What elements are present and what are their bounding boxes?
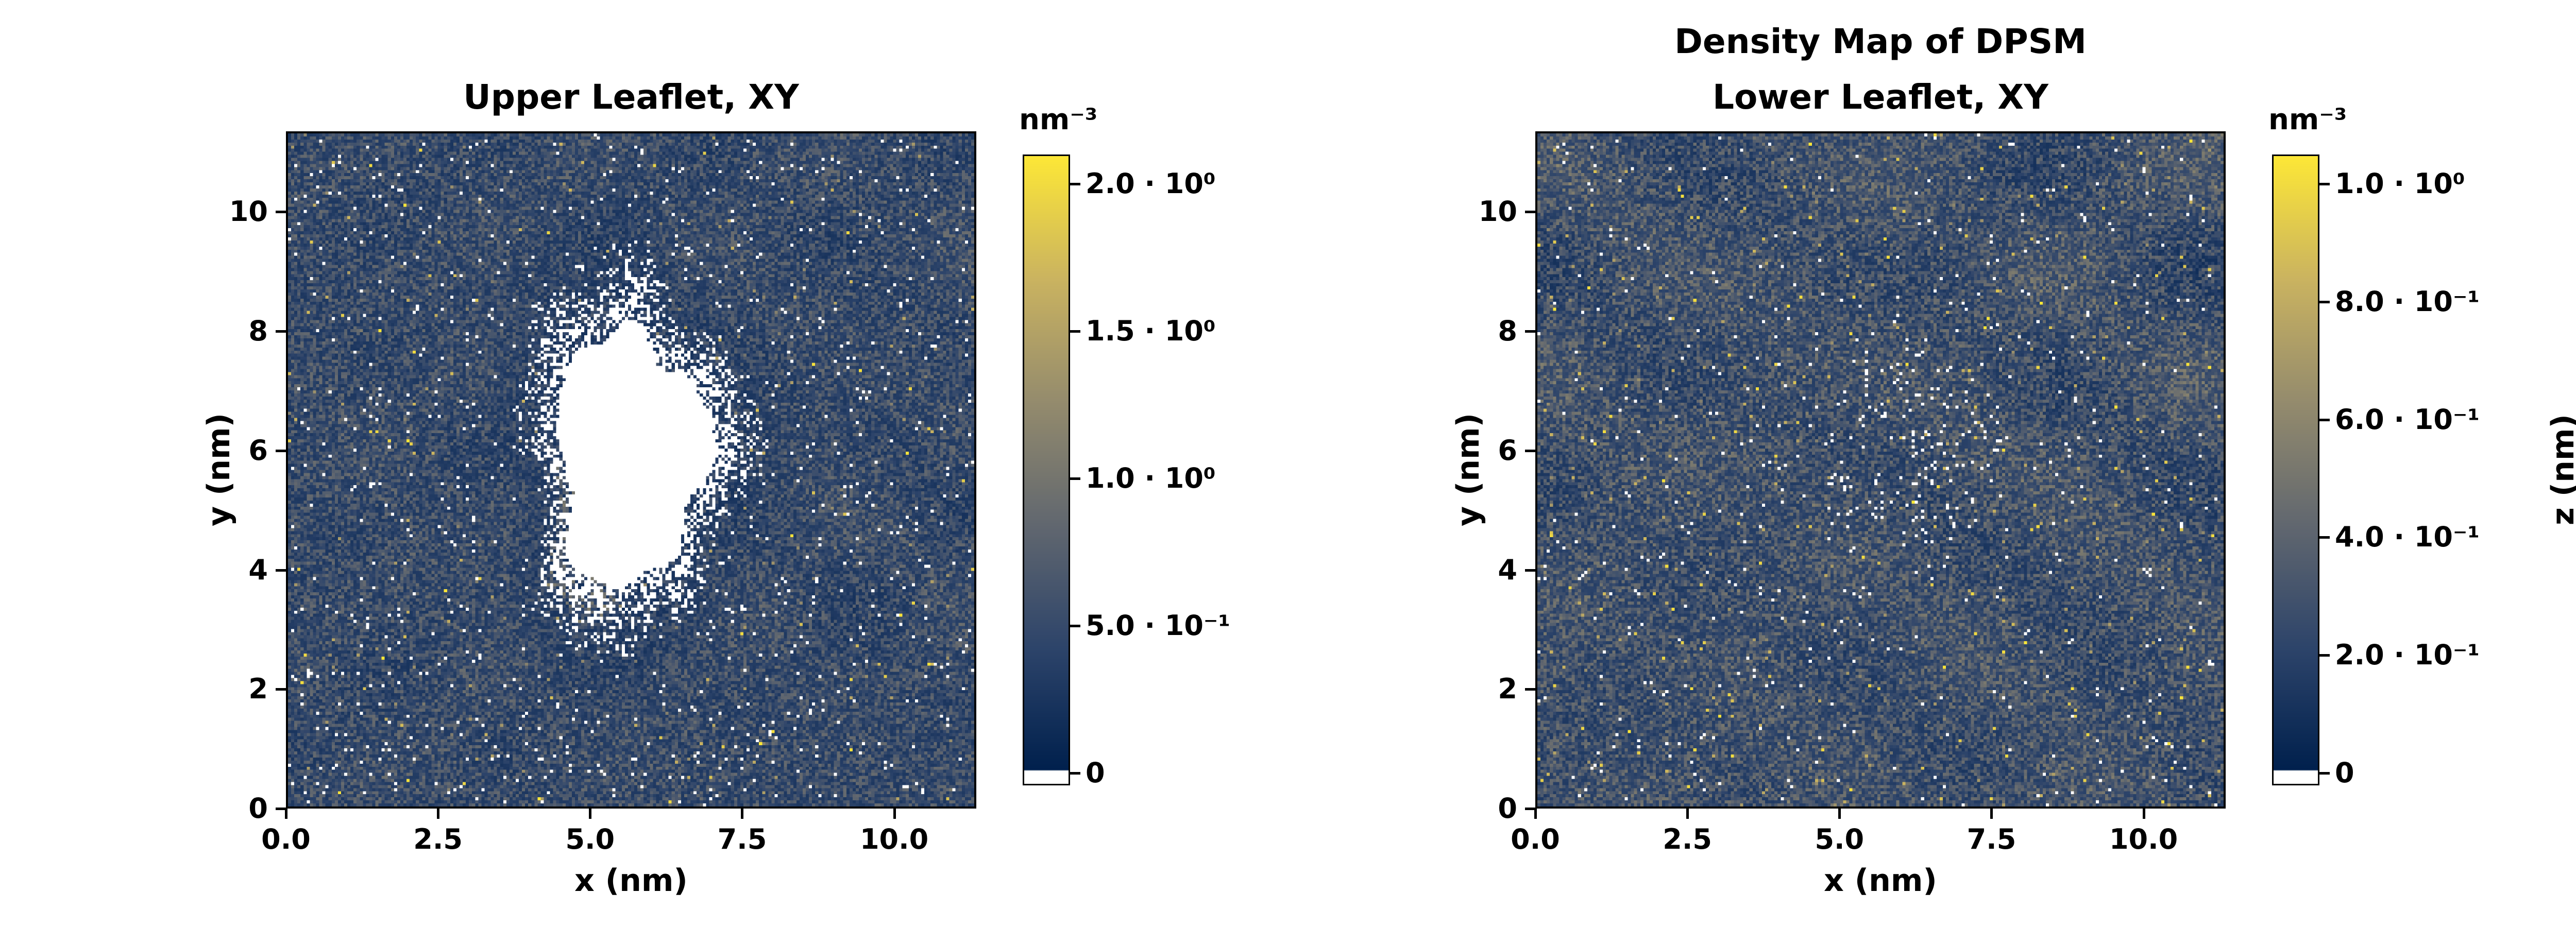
y-tick-label: −4 [2543, 724, 2576, 759]
x-axis-label-upper-leaflet: x (nm) [574, 863, 688, 899]
heatmap-canvas-lower-leaflet [1537, 133, 2224, 806]
colorbar-gradient-upper-leaflet [1024, 156, 1069, 784]
y-tick-label: −2 [2543, 588, 2576, 623]
panel-title-upper-leaflet: Upper Leaflet, XY [463, 77, 799, 117]
heatmap-plot-upper-leaflet [286, 131, 976, 809]
x-tick-mark [285, 809, 287, 819]
y-tick-label: 0 [248, 792, 268, 825]
y-tick-label: 6 [248, 434, 268, 467]
y-tick-mark [1525, 688, 1535, 691]
y-tick-mark [276, 449, 286, 452]
colorbar-unit-upper-leaflet: nm⁻³ [1019, 103, 1098, 136]
colorbar-tick-mark [2319, 183, 2330, 186]
colorbar-tick-label: 0 [2335, 756, 2354, 789]
y-tick-label: 2 [248, 673, 268, 706]
colorbar-tick-mark [2319, 771, 2330, 775]
x-tick-label: 7.5 [1967, 823, 2016, 855]
colorbar-tick-label: 2.0 · 10⁰ [1086, 167, 1216, 200]
colorbar-tick-label: 1.0 · 10⁰ [2335, 167, 2465, 200]
x-tick-mark [893, 809, 896, 819]
colorbar-tick-label: 5.0 · 10⁻¹ [1086, 609, 1231, 642]
y-tick-label: 6 [1498, 434, 1517, 467]
y-tick-mark [1525, 808, 1535, 810]
x-tick-label: 5.0 [565, 823, 615, 855]
colorbar-unit-lower-leaflet: nm⁻³ [2268, 103, 2347, 136]
heatmap-plot-lower-leaflet [1535, 131, 2226, 809]
x-tick-mark [1990, 809, 1993, 819]
colorbar-tick-mark [1070, 183, 1080, 186]
y-tick-label: 4 [248, 553, 268, 586]
colorbar-upper-leaflet [1023, 154, 1070, 785]
y-tick-label: 8 [248, 315, 268, 348]
heatmap-canvas-upper-leaflet [288, 133, 974, 806]
x-tick-label: 7.5 [717, 823, 767, 855]
panel-title-lower-leaflet: Lower Leaflet, XY [1713, 77, 2048, 117]
figure-suptitle: Density Map of DPSM [1674, 22, 2087, 61]
x-tick-label: 10.0 [859, 823, 929, 855]
y-tick-label: 2 [1498, 673, 1517, 706]
colorbar-tick-mark [2319, 418, 2330, 421]
y-tick-label: 2 [2543, 317, 2576, 352]
y-tick-label: 0 [2543, 453, 2576, 488]
colorbar-tick-label: 2.0 · 10⁻¹ [2335, 638, 2480, 671]
colorbar-lower-leaflet [2272, 154, 2319, 785]
colorbar-tick-mark [1070, 477, 1080, 480]
x-tick-mark [1838, 809, 1841, 819]
y-tick-label: 10 [229, 195, 268, 228]
y-tick-mark [276, 569, 286, 572]
y-tick-label: 10 [1478, 195, 1517, 228]
y-tick-label: 4 [2543, 182, 2576, 217]
x-tick-label: 0.0 [1511, 823, 1560, 855]
y-tick-mark [1525, 569, 1535, 572]
y-tick-label: 0 [1498, 792, 1517, 825]
y-tick-mark [276, 688, 286, 691]
colorbar-gradient-lower-leaflet [2274, 156, 2318, 784]
x-tick-mark [1534, 809, 1537, 819]
colorbar-tick-label: 4.0 · 10⁻¹ [2335, 521, 2480, 554]
x-tick-mark [589, 809, 592, 819]
x-tick-mark [437, 809, 440, 819]
x-tick-label: 10.0 [2109, 823, 2178, 855]
y-tick-label: 8 [1498, 315, 1517, 348]
colorbar-tick-mark [2319, 300, 2330, 303]
x-tick-label: 0.0 [261, 823, 311, 855]
y-tick-mark [276, 211, 286, 214]
colorbar-tick-mark [2319, 654, 2330, 657]
y-tick-mark [1525, 449, 1535, 452]
x-tick-mark [2142, 809, 2145, 819]
x-tick-label: 5.0 [1815, 823, 1865, 855]
y-tick-mark [1525, 211, 1535, 214]
colorbar-tick-label: 0 [1086, 756, 1105, 789]
y-tick-mark [276, 330, 286, 333]
x-axis-label-lower-leaflet: x (nm) [1824, 863, 1937, 899]
y-tick-mark [1525, 330, 1535, 333]
colorbar-tick-mark [1070, 330, 1080, 333]
colorbar-tick-label: 1.0 · 10⁰ [1086, 461, 1216, 494]
y-tick-mark [276, 808, 286, 810]
y-tick-label: 4 [1498, 553, 1517, 586]
colorbar-tick-label: 1.5 · 10⁰ [1086, 315, 1216, 347]
colorbar-tick-mark [1070, 624, 1080, 627]
x-tick-mark [1686, 809, 1689, 819]
colorbar-tick-label: 8.0 · 10⁻¹ [2335, 285, 2480, 318]
colorbar-tick-mark [2319, 536, 2330, 539]
x-tick-label: 2.5 [1663, 823, 1712, 855]
x-tick-mark [741, 809, 744, 819]
x-tick-label: 2.5 [413, 823, 463, 855]
colorbar-tick-mark [1070, 771, 1080, 775]
colorbar-tick-label: 6.0 · 10⁻¹ [2335, 403, 2480, 436]
